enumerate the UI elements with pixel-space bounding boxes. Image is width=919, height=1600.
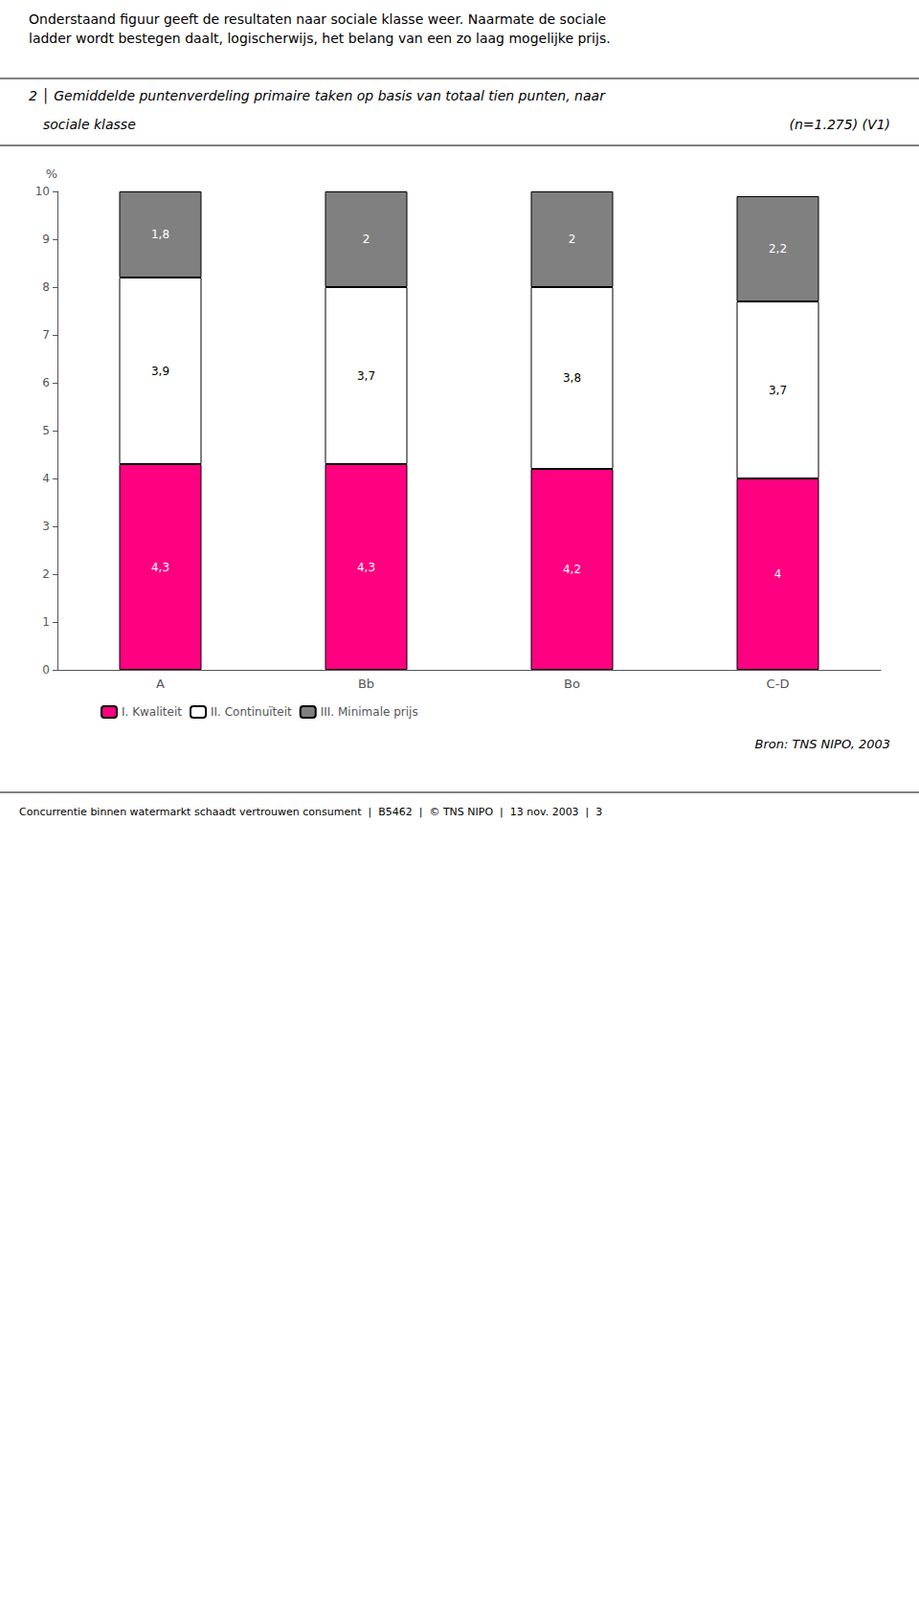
svg-text:II. Continuïteit: II. Continuïteit: [210, 705, 292, 719]
svg-text:8: 8: [42, 280, 50, 294]
svg-text:3,7: 3,7: [357, 369, 376, 383]
svg-text:A: A: [156, 676, 165, 692]
svg-text:ladder wordt bestegen daalt, l: ladder wordt bestegen daalt, logischerwi…: [28, 30, 611, 46]
svg-text:4: 4: [42, 471, 50, 486]
svg-text:4,3: 4,3: [357, 560, 376, 575]
svg-text:2,2: 2,2: [768, 242, 787, 256]
svg-text:Bo: Bo: [563, 676, 581, 692]
svg-text:3: 3: [42, 519, 50, 534]
svg-text:Bb: Bb: [358, 676, 375, 692]
svg-text:4,2: 4,2: [562, 562, 582, 577]
svg-text:2: 2: [568, 232, 577, 247]
svg-text:Concurrentie binnen watermarkt: Concurrentie binnen watermarkt schaadt v…: [19, 806, 603, 819]
svg-text:sociale klasse: sociale klasse: [43, 116, 136, 133]
svg-text:4,3: 4,3: [151, 560, 170, 575]
svg-text:6: 6: [42, 376, 50, 390]
svg-text:1: 1: [42, 615, 50, 629]
svg-text:2 │ Gemiddelde puntenverdeling: 2 │ Gemiddelde puntenverdeling primaire …: [28, 87, 606, 105]
svg-text:III. Minimale prijs: III. Minimale prijs: [320, 705, 419, 719]
svg-text:Bron: TNS NIPO, 2003: Bron: TNS NIPO, 2003: [755, 737, 891, 752]
svg-text:3,9: 3,9: [151, 364, 170, 379]
svg-text:I. Kwaliteit: I. Kwaliteit: [121, 705, 182, 719]
svg-text:2: 2: [362, 232, 371, 247]
svg-text:3,8: 3,8: [562, 371, 582, 385]
svg-text:7: 7: [42, 328, 50, 342]
svg-text:C-D: C-D: [766, 676, 790, 692]
svg-text:2: 2: [42, 567, 50, 582]
svg-text:1,8: 1,8: [151, 227, 170, 242]
svg-text:Onderstaand figuur geeft de re: Onderstaand figuur geeft de resultaten n…: [28, 11, 606, 27]
svg-text:5: 5: [42, 424, 50, 438]
svg-text:(n=1.275) (V1): (n=1.275) (V1): [789, 116, 891, 133]
svg-text:4: 4: [774, 567, 783, 582]
svg-text:3,7: 3,7: [768, 383, 787, 398]
svg-text:10: 10: [35, 184, 50, 199]
svg-text:9: 9: [42, 232, 50, 247]
svg-text:0: 0: [42, 663, 50, 677]
svg-text:%: %: [45, 166, 58, 181]
